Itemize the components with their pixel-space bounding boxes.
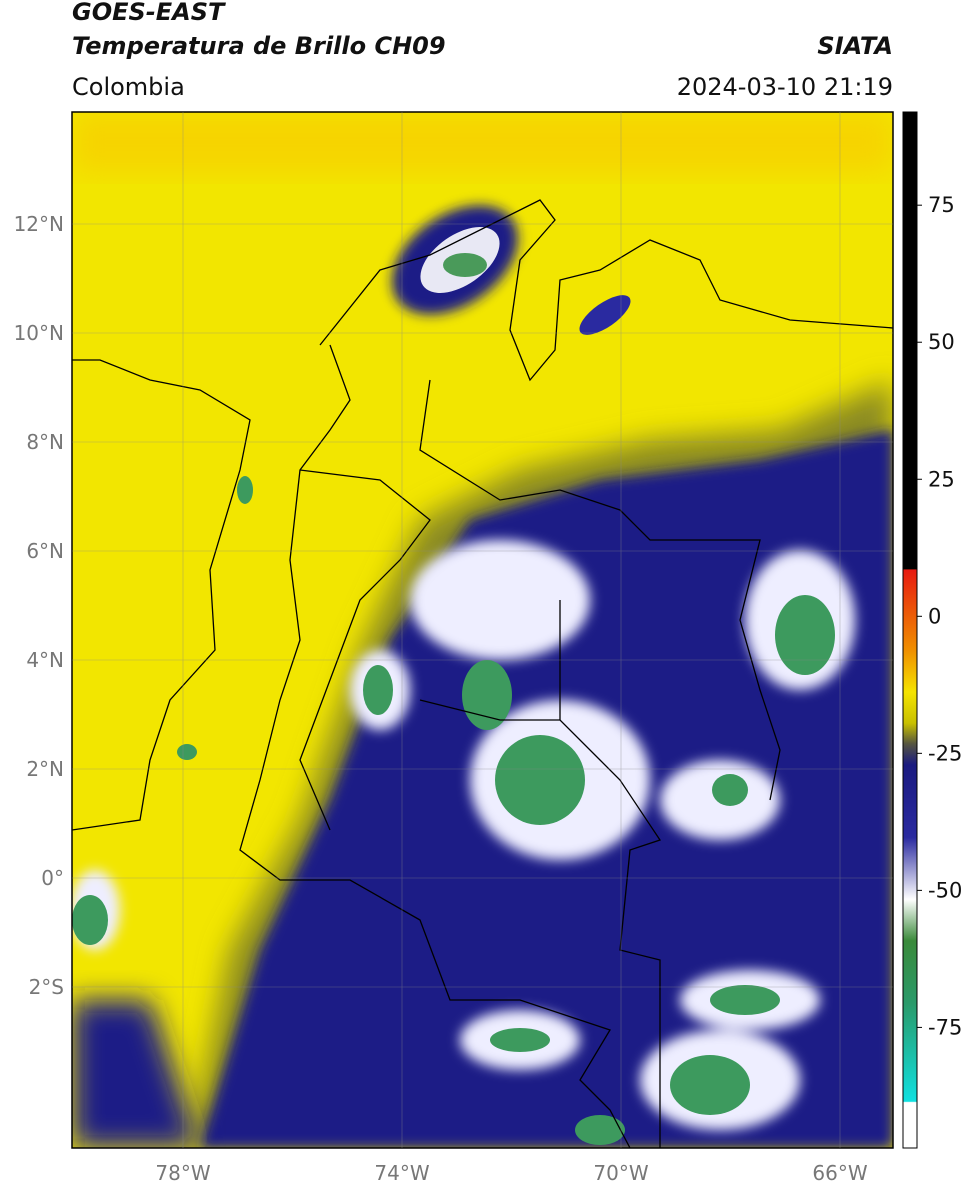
colorbar-label: 0 <box>928 604 941 628</box>
timestamp: 2024-03-10 21:19 <box>677 73 893 101</box>
lon-label: 70°W <box>593 1161 648 1185</box>
lon-label: 66°W <box>812 1161 867 1185</box>
lat-label: 0° <box>41 866 64 890</box>
satellite-image <box>72 112 893 1148</box>
colorbar-label: -25 <box>928 741 962 765</box>
lon-label: 78°W <box>155 1161 210 1185</box>
lat-label: 12°N <box>14 212 64 236</box>
region: Colombia <box>72 73 185 101</box>
lat-label: 4°N <box>26 648 64 672</box>
org: SIATA <box>817 32 893 60</box>
lat-label: 2°N <box>26 757 64 781</box>
lat-label: 2°S <box>29 975 64 999</box>
colorbar <box>902 111 918 1149</box>
lon-label: 74°W <box>374 1161 429 1185</box>
lat-label: 8°N <box>26 430 64 454</box>
lat-label: 10°N <box>14 321 64 345</box>
graticule <box>72 112 893 1148</box>
colorbar-label: -75 <box>928 1015 962 1039</box>
product: GOES-EAST <box>72 0 226 26</box>
lat-label: 6°N <box>26 539 64 563</box>
title: Temperatura de Brillo CH09 <box>72 32 446 60</box>
map-frame <box>71 111 894 1149</box>
colorbar-label: 25 <box>928 467 955 491</box>
colorbar-label: 50 <box>928 330 955 354</box>
colorbar-label: 75 <box>928 193 955 217</box>
colorbar-label: -50 <box>928 878 962 902</box>
